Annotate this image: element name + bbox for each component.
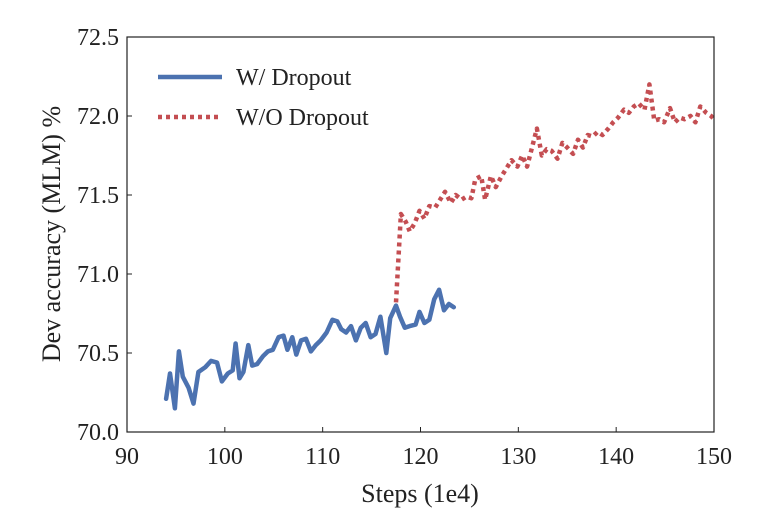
series-w-o-dropout [393,82,716,303]
x-tick-label: 120 [403,444,439,470]
y-axis-label: Dev accuracy (MLM) % [37,106,66,362]
series-w-dropout [163,287,457,411]
plot-frame [126,36,715,433]
x-tick-label: 140 [598,444,634,470]
x-tick-label: 150 [696,444,732,470]
legend-label-wo-dropout: W/O Dropout [236,105,369,131]
x-axis-ticks: 90 100 110 120 130 140 150 [115,427,732,470]
legend-label-w-dropout: W/ Dropout [236,65,352,91]
x-tick-label: 110 [305,444,340,470]
series-line-w-o-dropout [393,82,716,303]
series-layer [163,82,716,411]
x-tick-label: 130 [500,444,536,470]
y-tick-label: 70.0 [77,420,119,446]
series-line-w-dropout [163,287,457,411]
legend: W/ Dropout W/O Dropout [158,65,369,131]
y-axis-ticks: 70.0 70.5 71.0 71.5 72.0 72.5 [77,25,132,446]
x-axis-label: Steps (1e4) [361,479,479,508]
y-tick-label: 71.5 [77,183,119,209]
x-tick-label: 90 [115,444,139,470]
y-tick-label: 72.0 [77,104,119,130]
y-tick-label: 71.0 [77,262,119,288]
x-tick-label: 100 [207,444,243,470]
y-tick-label: 72.5 [77,25,119,51]
y-tick-label: 70.5 [77,341,119,367]
